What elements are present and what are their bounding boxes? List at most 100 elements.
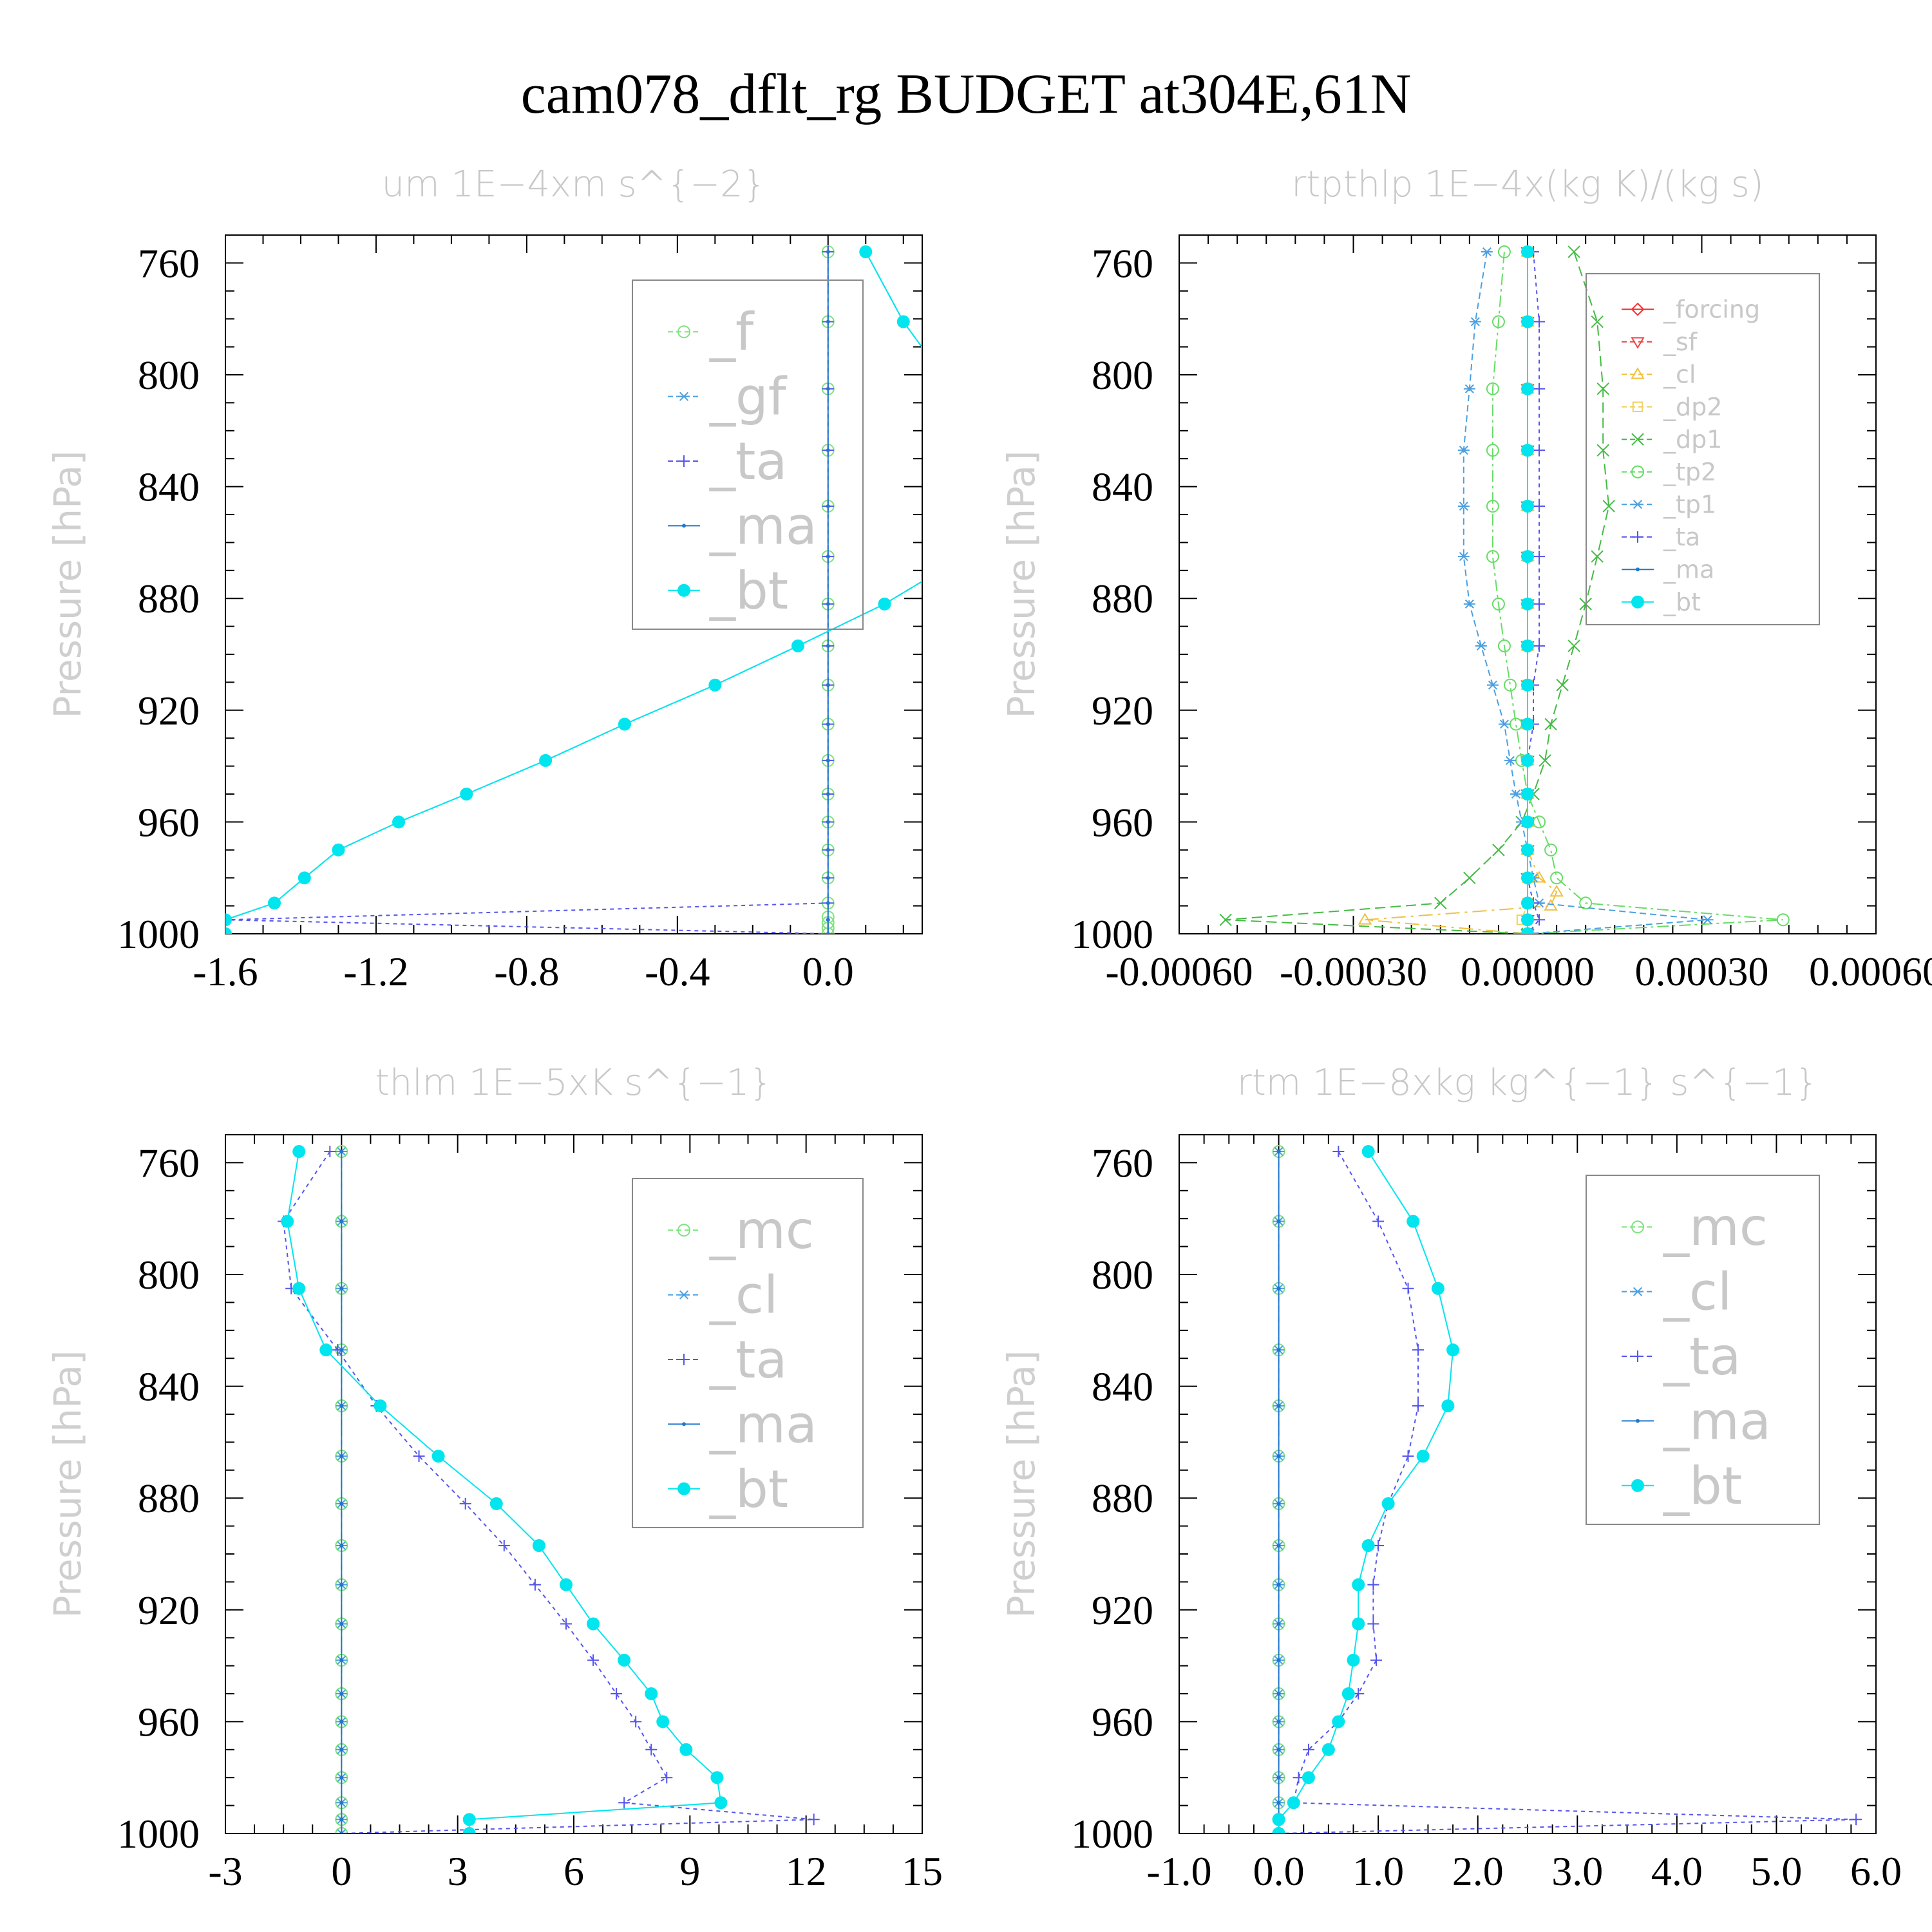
chart-panels: um 1E−4xm s^{−2} Pressure [hPa] 760 800 840 8… bbox=[46, 164, 1932, 1894]
legend-box bbox=[1586, 1175, 1820, 1525]
y-tick-label: 880 bbox=[138, 1475, 200, 1521]
legend-marker bbox=[1632, 531, 1643, 543]
data-point-ta bbox=[1412, 1399, 1424, 1412]
data-point-ma bbox=[826, 932, 830, 934]
data-point-bt bbox=[1361, 1539, 1375, 1552]
data-point-ma bbox=[1276, 1747, 1281, 1752]
data-point-ta bbox=[611, 1688, 623, 1700]
x-tick-label: 3 bbox=[448, 1848, 468, 1894]
y-tick-label: 880 bbox=[1092, 1475, 1153, 1521]
data-point-dp1 bbox=[1596, 444, 1609, 457]
data-point-bt bbox=[431, 1450, 445, 1463]
data-point-ta bbox=[498, 1539, 510, 1551]
data-point-gf bbox=[947, 384, 958, 393]
data-point-ma bbox=[339, 1150, 344, 1154]
data-point-ma bbox=[1276, 1348, 1281, 1352]
legend-label: _ta bbox=[1663, 523, 1700, 551]
legend-label: _ta bbox=[709, 1330, 787, 1390]
y-tick-label: 1000 bbox=[117, 911, 200, 957]
data-point-bt bbox=[656, 1715, 670, 1728]
legend-label: _ta bbox=[709, 431, 787, 491]
data-point-ma bbox=[826, 848, 830, 852]
legend-box bbox=[632, 279, 864, 630]
data-point-tp2 bbox=[1497, 245, 1511, 259]
data-point-bt bbox=[489, 1497, 503, 1510]
data-point-bt bbox=[1521, 815, 1534, 829]
legend-marker bbox=[677, 325, 690, 339]
data-point-bt bbox=[1321, 1743, 1335, 1756]
data-point-bt bbox=[1272, 1827, 1285, 1833]
data-point-bt bbox=[462, 1813, 476, 1826]
x-tick-label: -1.0 bbox=[1146, 1848, 1211, 1894]
data-point-cl bbox=[1532, 871, 1546, 883]
series-line-ta bbox=[1278, 1151, 1857, 1833]
data-point-bt bbox=[1521, 678, 1534, 692]
data-point-bt bbox=[532, 1539, 545, 1552]
data-point-ta bbox=[1367, 1618, 1379, 1630]
legend-marker bbox=[677, 1224, 690, 1237]
data-point-bt bbox=[225, 913, 232, 927]
series-line-ta bbox=[1527, 251, 1540, 934]
legend-label: _bt bbox=[709, 1459, 788, 1519]
legend: _f_gf_ta_ma_bt bbox=[632, 279, 864, 630]
data-point-bt bbox=[1521, 788, 1534, 800]
data-point-ma bbox=[339, 1582, 344, 1587]
plot-frame bbox=[225, 234, 923, 934]
legend-label: _ma bbox=[709, 1394, 817, 1454]
legend-label: _mc bbox=[1663, 1197, 1768, 1257]
y-tick-label: 1000 bbox=[1071, 911, 1153, 957]
legend-marker bbox=[1631, 337, 1645, 349]
y-tick-label: 880 bbox=[138, 576, 200, 621]
data-point-bt bbox=[1521, 871, 1534, 885]
data-point-dp1 bbox=[1539, 754, 1551, 767]
figure-title: cam078_dflt_rg BUDGET at304E,61N bbox=[521, 63, 1412, 126]
data-point-ta bbox=[618, 1797, 630, 1809]
data-point-bt bbox=[319, 1343, 333, 1357]
data-point-bt bbox=[1406, 1215, 1420, 1228]
data-point-dp1 bbox=[1567, 639, 1580, 652]
legend-marker bbox=[1636, 567, 1640, 572]
data-point-bt bbox=[1521, 753, 1534, 767]
data-point-ma bbox=[1276, 1719, 1281, 1724]
legend-marker bbox=[1631, 302, 1645, 316]
legend-marker bbox=[677, 583, 690, 597]
data-point-bt bbox=[710, 1771, 724, 1785]
y-axis-label: Pressure [hPa] bbox=[999, 450, 1043, 718]
legend-marker bbox=[1631, 367, 1645, 379]
x-tick-label: -3 bbox=[208, 1848, 242, 1894]
data-point-ta bbox=[1402, 1282, 1414, 1294]
data-point-ta bbox=[1412, 1344, 1424, 1356]
legend-label: _f bbox=[709, 302, 755, 362]
data-point-ma bbox=[826, 250, 830, 254]
data-point-cl bbox=[336, 1828, 348, 1833]
legend-label: _ma bbox=[1663, 1391, 1771, 1451]
data-point-ta bbox=[1533, 551, 1546, 563]
data-point-ma bbox=[1276, 1501, 1281, 1506]
data-point-bt bbox=[281, 1215, 294, 1228]
chart-panel-2: rtpthlp 1E−4x(kg K)/(kg s) Pressure [hPa]… bbox=[999, 164, 1932, 994]
data-point-ma bbox=[339, 1454, 344, 1459]
legend-label: _tp2 bbox=[1663, 458, 1716, 486]
chart-panel-3: thlm 1E−5xK s^{−1} Pressure [hPa] 760 800 84… bbox=[46, 1062, 943, 1894]
data-point-bt bbox=[859, 245, 873, 259]
data-point-tp1 bbox=[1504, 755, 1516, 765]
data-point-ta bbox=[587, 1654, 600, 1666]
data-point-bt bbox=[1332, 1715, 1345, 1728]
data-point-bt bbox=[1521, 499, 1534, 513]
data-point-ma bbox=[339, 1747, 344, 1752]
data-point-ma bbox=[826, 386, 830, 391]
data-point-ta bbox=[645, 1743, 658, 1756]
legend: _mc_cl_ta_ma_bt bbox=[1586, 1175, 1820, 1525]
data-point-tp2 bbox=[1492, 315, 1505, 328]
data-point-bt bbox=[708, 678, 722, 692]
x-tick-label: 2.0 bbox=[1452, 1848, 1504, 1894]
data-point-ma bbox=[826, 901, 830, 905]
data-point-ma bbox=[1276, 1582, 1281, 1587]
data-point-bt bbox=[618, 1653, 631, 1667]
data-point-ma bbox=[339, 1219, 344, 1224]
legend-label: _ma bbox=[709, 496, 817, 556]
data-point-bt bbox=[957, 550, 970, 563]
panel-title: thlm 1E−5xK s^{−1} bbox=[375, 1062, 773, 1104]
y-tick-label: 840 bbox=[1092, 464, 1153, 510]
data-point-ta bbox=[1302, 1743, 1314, 1756]
